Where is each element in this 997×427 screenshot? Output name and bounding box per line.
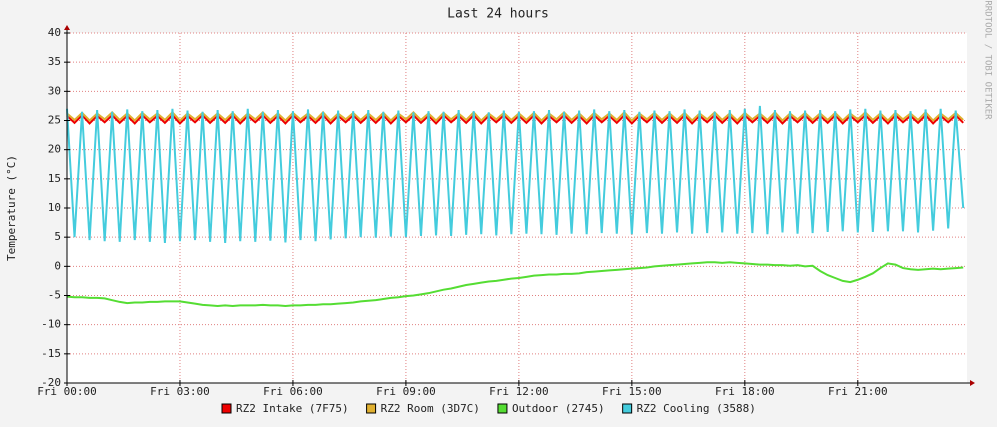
y-tick-label: 5 (54, 230, 61, 243)
axes: -20 -15 -10 -5 0 5 10 15 20 25 30 35 40 Fri 00:00 Fri … (37, 25, 975, 398)
y-axis-label: Temperature (°C) (5, 155, 18, 261)
legend: RZ2 Intake (7F75) RZ2 Room (3D7C) Outdoor … (221, 402, 756, 415)
y-tick-label: -10 (41, 318, 61, 331)
legend-label: Outdoor (2745) (512, 402, 605, 415)
y-tick-label: 0 (54, 259, 61, 272)
legend-swatch (497, 403, 508, 414)
x-tick-label: Fri 21:00 (828, 385, 888, 398)
legend-swatch (622, 403, 633, 414)
y-tick-label: 30 (48, 84, 61, 97)
y-tick-label: 20 (48, 143, 61, 156)
y-tick-label: 35 (48, 55, 61, 68)
y-arrow (64, 25, 70, 30)
legend-swatch (221, 403, 232, 414)
x-tick-label: Fri 00:00 (37, 385, 97, 398)
x-tick-label: Fri 18:00 (715, 385, 775, 398)
lines (66, 105, 965, 308)
y-tick-label: -15 (41, 347, 61, 360)
y-tick-label: -20 (41, 376, 61, 389)
series-line (66, 105, 965, 244)
watermark: RRDTOOL / TOBI OETIKER (983, 0, 993, 120)
y-tick-label: -5 (48, 289, 61, 302)
x-arrow (970, 380, 975, 386)
x-tick-label: Fri 15:00 (602, 385, 662, 398)
x-tick-label: Fri 09:00 (376, 385, 436, 398)
y-tick-label: 25 (48, 114, 61, 127)
x-tick-label: Fri 12:00 (489, 385, 549, 398)
y-tick-label: 40 (48, 26, 61, 39)
series-line (66, 261, 964, 308)
legend-swatch (366, 403, 377, 414)
y-tick-label: 15 (48, 172, 61, 185)
grid (66, 32, 967, 384)
legend-label: RZ2 Intake (7F75) (236, 402, 349, 415)
chart-title: Last 24 hours (447, 7, 549, 22)
legend-label: RZ2 Cooling (3588) (637, 402, 756, 415)
legend-label: RZ2 Room (3D7C) (381, 402, 480, 415)
x-tick-label: Fri 03:00 (150, 385, 210, 398)
x-tick-label: Fri 06:00 (263, 385, 323, 398)
y-tick-label: 10 (48, 201, 61, 214)
